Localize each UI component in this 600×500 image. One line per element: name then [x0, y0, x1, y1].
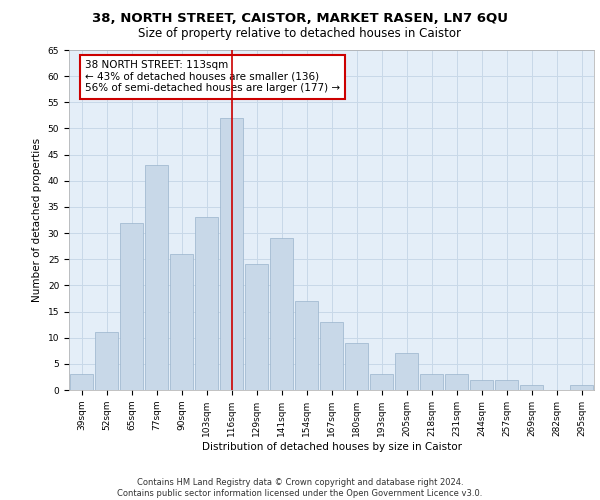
Bar: [320, 322, 343, 390]
Bar: [119, 222, 143, 390]
Bar: [70, 374, 94, 390]
Text: 38 NORTH STREET: 113sqm
← 43% of detached houses are smaller (136)
56% of semi-d: 38 NORTH STREET: 113sqm ← 43% of detache…: [85, 60, 340, 94]
Bar: [194, 218, 218, 390]
Y-axis label: Number of detached properties: Number of detached properties: [32, 138, 42, 302]
Bar: [145, 165, 169, 390]
Bar: [395, 354, 418, 390]
Bar: [470, 380, 493, 390]
Bar: [569, 385, 593, 390]
Bar: [170, 254, 193, 390]
Bar: [220, 118, 244, 390]
X-axis label: Distribution of detached houses by size in Caistor: Distribution of detached houses by size …: [202, 442, 461, 452]
Bar: [269, 238, 293, 390]
Bar: [245, 264, 268, 390]
Bar: [445, 374, 469, 390]
Bar: [494, 380, 518, 390]
Text: 38, NORTH STREET, CAISTOR, MARKET RASEN, LN7 6QU: 38, NORTH STREET, CAISTOR, MARKET RASEN,…: [92, 12, 508, 26]
Text: Contains HM Land Registry data © Crown copyright and database right 2024.
Contai: Contains HM Land Registry data © Crown c…: [118, 478, 482, 498]
Bar: [370, 374, 394, 390]
Bar: [95, 332, 118, 390]
Bar: [520, 385, 544, 390]
Bar: [344, 343, 368, 390]
Bar: [419, 374, 443, 390]
Bar: [295, 301, 319, 390]
Text: Size of property relative to detached houses in Caistor: Size of property relative to detached ho…: [139, 28, 461, 40]
